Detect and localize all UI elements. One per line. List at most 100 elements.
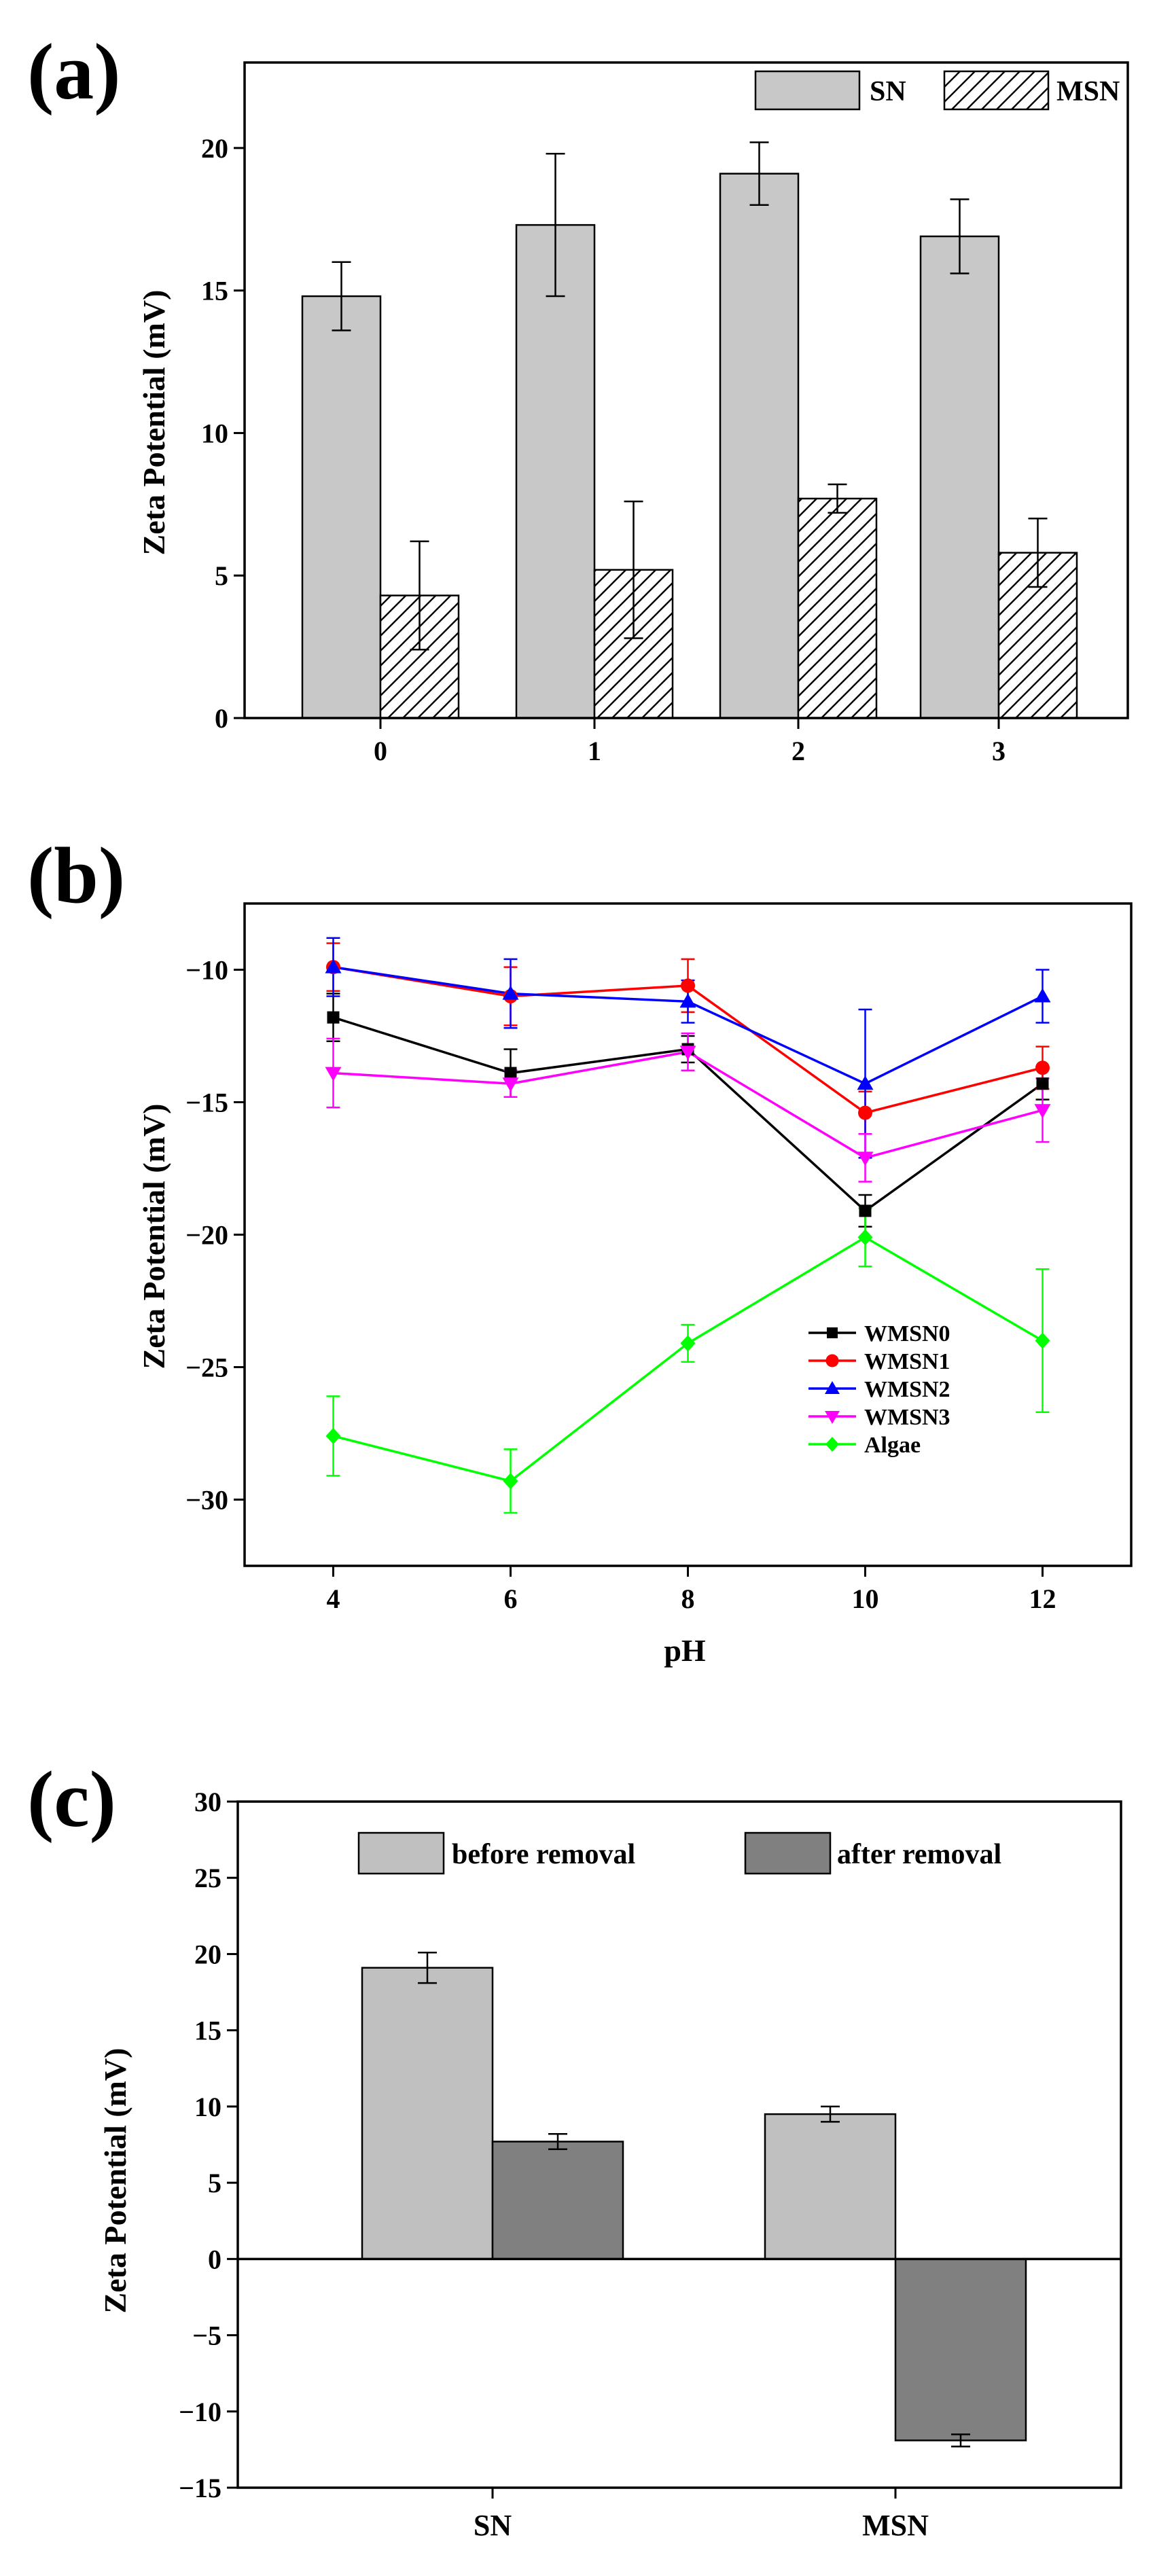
panel-b-point-wmsn0-ph6: [504, 1067, 517, 1079]
panel-b-legend-marker-wmsn0: [827, 1327, 838, 1338]
panel-b-point-wmsn3-ph6: [502, 1077, 519, 1092]
panel-b-letter: (b): [27, 831, 125, 920]
panel-b-frame: [243, 902, 1133, 1567]
panel-b-point-wmsn1-ph8: [681, 978, 695, 993]
panel-b-x-tick-label: 6: [504, 1584, 518, 1614]
panel-b-y-axis-label: Zeta Potential (mV): [137, 1104, 171, 1370]
panel-b-point-wmsn3-ph12: [1034, 1104, 1051, 1119]
panel-a-error-bars: [332, 141, 1048, 651]
panel-b-x-tick-label: 4: [327, 1584, 340, 1614]
legend-label-after-removal: after removal: [837, 1839, 1001, 1870]
panel-b-point-algae-ph4: [325, 1427, 341, 1444]
panel-a-y-tick-label: 10: [201, 418, 228, 448]
panel-b-point-wmsn0-ph12: [1036, 1077, 1049, 1090]
panel-c-y-tick-label: 5: [208, 2168, 221, 2198]
panel-b-legend-marker-wmsn2: [825, 1381, 840, 1394]
panel-c-y-tick-label: 10: [194, 2092, 221, 2122]
panel-b-point-wmsn3-ph4: [325, 1067, 342, 1081]
panel-a-y-tick-label: 0: [215, 703, 228, 734]
panel-b-legend-marker-algae: [825, 1437, 839, 1452]
panel-b-markers: [325, 959, 1051, 1490]
panel-b-legend-label-wmsn1: WMSN1: [864, 1349, 950, 1374]
panel-b-point-wmsn2-ph6: [502, 985, 519, 1000]
legend-swatch-sn: [754, 70, 861, 111]
panel-a-x-tick-label: 1: [588, 736, 601, 766]
panel-b-x-tick-label: 8: [681, 1584, 695, 1614]
panel-b-point-wmsn2-ph4: [325, 959, 342, 973]
panel-a-legend: SN MSN: [754, 70, 1120, 111]
panel-b: (b) Zeta Potential (mV) pH −30−25−20−15−…: [27, 831, 1133, 1668]
panel-c-bars: [361, 1967, 1027, 2441]
panel-b-y-tick-label: −30: [185, 1485, 228, 1516]
panel-b-point-wmsn0-ph10: [859, 1204, 872, 1217]
panel-b-point-wmsn1-ph12: [1035, 1060, 1050, 1075]
panel-a-x-tick-label: 2: [791, 736, 805, 766]
panel-b-point-algae-ph10: [857, 1229, 873, 1246]
panel-a-y-axis-label: Zeta Potential (mV): [137, 290, 171, 556]
panel-b-legend-marker-wmsn1: [825, 1354, 839, 1367]
panel-a-x-tick-label: 3: [992, 736, 1006, 766]
panel-b-point-wmsn1-ph10: [858, 1105, 872, 1120]
panel-c-frame: [236, 1800, 1122, 2489]
panel-b-x-ticks: 4 6 8 10 12: [327, 1566, 1056, 1614]
panel-a-y-ticks: 0 5 10 15 20: [201, 133, 245, 734]
panel-c-x-tick-label: SN: [474, 2509, 512, 2542]
panel-b-y-ticks: −30 −25 −20 −15 −10: [185, 955, 245, 1516]
panel-b-x-axis-label: pH: [664, 1633, 706, 1668]
panel-b-point-algae-ph8: [680, 1335, 696, 1352]
panel-b-y-tick-label: −20: [185, 1220, 228, 1251]
panel-b-legend-label-wmsn3: WMSN3: [864, 1405, 950, 1430]
panel-b-legend-label-algae: Algae: [864, 1433, 921, 1458]
panel-c-bar-before-removal-msn: [764, 2113, 897, 2260]
panel-c-y-tick-label: −10: [179, 2397, 221, 2427]
panel-b-y-tick-label: −25: [185, 1353, 228, 1383]
panel-a-frame: [243, 61, 1129, 719]
panel-a-letter: (a): [27, 27, 121, 116]
panel-c-bar-after-removal-msn: [894, 2258, 1027, 2441]
panel-c-y-axis-label: Zeta Potential (mV): [98, 2048, 132, 2314]
panel-c-y-tick-label: −15: [179, 2473, 221, 2503]
panel-a-y-tick-label: 5: [215, 560, 228, 591]
panel-a: (a) Zeta Potential (mV) 0 5 10 15 20 0 1 2 3 SN…: [27, 27, 1129, 766]
panel-b-y-tick-label: −10: [185, 955, 228, 986]
panel-b-legend-label-wmsn2: WMSN2: [864, 1377, 950, 1402]
panel-c-x-tick-label: MSN: [862, 2509, 929, 2542]
panel-a-y-tick-label: 15: [201, 276, 228, 306]
panel-c-y-tick-label: 0: [208, 2244, 221, 2274]
panel-b-point-algae-ph6: [503, 1473, 518, 1490]
panel-b-point-wmsn3-ph10: [857, 1151, 874, 1166]
panel-b-legend: WMSN0 WMSN1 WMSN2 WMSN3 Algae: [808, 1321, 950, 1458]
panel-c-bar-before-removal-sn: [361, 1967, 494, 2260]
panel-a-bar-msn-2: [797, 497, 878, 719]
panel-c-letter: (c): [27, 1755, 116, 1844]
panel-c-y-tick-label: 15: [194, 2016, 221, 2046]
panel-b-y-tick-label: −15: [185, 1088, 228, 1118]
panel-c-bar-after-removal-sn: [491, 2141, 624, 2260]
panel-c-x-ticks: SN MSN: [474, 2488, 929, 2542]
panel-a-bar-sn-2: [719, 173, 800, 719]
panel-c-y-tick-label: −5: [192, 2321, 221, 2351]
panel-b-legend-label-wmsn0: WMSN0: [864, 1321, 950, 1346]
legend-swatch-after-removal: [744, 1831, 832, 1875]
panel-c-y-ticks: −15 −10 −5 0 5 10 15 20 25 30: [179, 1787, 238, 2503]
panel-a-bar-sn-1: [515, 223, 596, 719]
panel-b-legend-marker-wmsn3: [825, 1411, 840, 1424]
panel-b-point-wmsn3-ph8: [679, 1045, 696, 1060]
panel-b-point-wmsn2-ph8: [679, 993, 696, 1008]
panel-b-x-tick-label: 12: [1029, 1584, 1056, 1614]
panel-c-y-tick-label: 20: [194, 1939, 221, 1969]
panel-a-bar-sn-3: [919, 235, 1000, 719]
panel-c-legend: before removal after removal: [357, 1831, 1001, 1875]
panel-c-y-tick-label: 30: [194, 1787, 221, 1817]
panel-b-x-tick-label: 10: [852, 1584, 879, 1614]
panel-a-bar-sn-0: [301, 295, 382, 719]
legend-swatch-before-removal: [357, 1831, 445, 1875]
legend-label-sn: SN: [870, 76, 906, 107]
panel-c-y-tick-label: 25: [194, 1863, 221, 1893]
panel-b-point-algae-ph12: [1035, 1332, 1050, 1349]
panel-c: (c) Zeta Potential (mV) −15 −10 −5 0 5 10 15 20…: [27, 1755, 1122, 2542]
panel-b-point-wmsn2-ph12: [1034, 988, 1051, 1003]
legend-swatch-msn: [943, 70, 1050, 111]
legend-label-before-removal: before removal: [452, 1839, 635, 1870]
